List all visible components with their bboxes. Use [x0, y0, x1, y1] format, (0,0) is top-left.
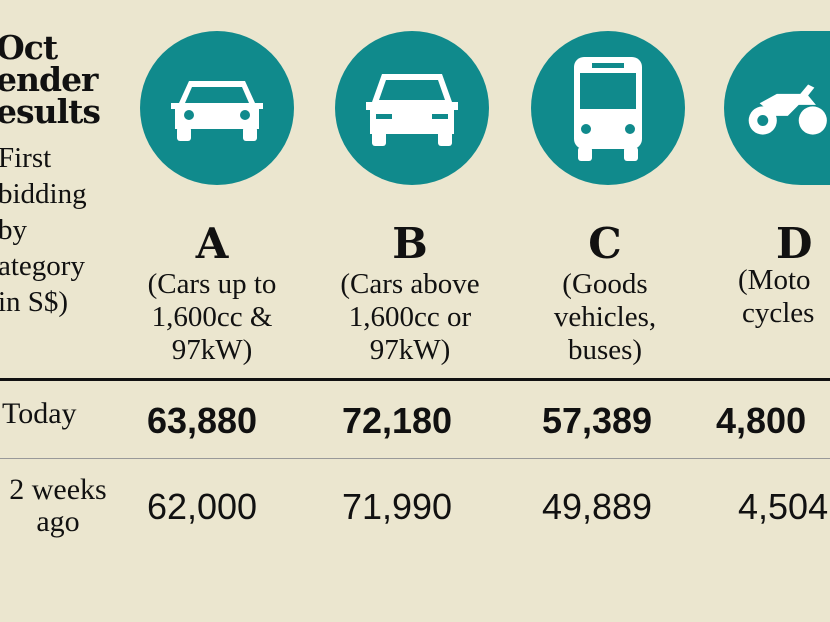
value-today-b: 72,180: [341, 400, 453, 441]
category-a: A (Cars up to 1,600cc & 97kW): [112, 220, 312, 367]
subtitle-line: by: [0, 214, 27, 246]
value-2weeks-c: 49,889: [541, 486, 653, 527]
car-icon: [140, 31, 294, 185]
subtitle-line: ategory: [0, 250, 85, 282]
subtitle-line: bidding: [0, 178, 87, 210]
category-b: B (Cars above 1,600cc or 97kW): [310, 220, 510, 367]
title-line: Oct: [0, 28, 58, 67]
value-today-d: 4,800: [716, 400, 807, 441]
category-desc: buses): [567, 334, 643, 366]
category-desc: (Goods: [562, 268, 648, 300]
row-label-line: 2 weeks: [9, 473, 107, 506]
category-desc: (Cars above: [340, 268, 480, 300]
quad-bike-icon: [724, 31, 830, 185]
suv-icon: [335, 31, 489, 185]
bus-icon: [531, 31, 685, 185]
category-desc: (Moto: [738, 264, 811, 296]
value-2weeks-d: 4,504: [738, 486, 829, 527]
row-label-line: ago: [36, 505, 80, 538]
category-desc: (Cars up to: [147, 268, 277, 300]
category-desc: vehicles,: [553, 301, 657, 333]
header-divider: [0, 378, 830, 381]
category-desc: 97kW): [171, 334, 253, 366]
category-letter: C: [588, 219, 622, 268]
category-desc: 1,600cc or: [348, 301, 472, 333]
category-desc: 97kW): [369, 334, 451, 366]
subtitle-line: First: [0, 142, 52, 174]
subtitle-line: in S$): [0, 286, 69, 318]
category-letter: D: [776, 219, 813, 268]
category-letter: A: [195, 219, 229, 268]
row-label-2-weeks-ago: 2 weeks ago: [0, 474, 126, 538]
row-label-today: Today: [2, 397, 77, 430]
value-2weeks-a: 62,000: [146, 486, 258, 527]
category-letter: B: [392, 219, 428, 268]
subtitle: First bidding by ategory in S$): [0, 140, 87, 320]
category-d: D (Moto cycles: [730, 220, 830, 330]
value-today-c: 57,389: [541, 400, 653, 441]
title-line: esults: [0, 92, 101, 131]
value-today-a: 63,880: [146, 400, 258, 441]
title: Oct ender esults: [0, 28, 101, 131]
category-c: C (Goods vehicles, buses): [505, 220, 705, 367]
title-line: ender: [0, 60, 98, 99]
category-desc: cycles: [742, 297, 815, 329]
category-desc: 1,600cc &: [151, 301, 273, 333]
value-2weeks-b: 71,990: [341, 486, 453, 527]
row-divider: [0, 458, 830, 459]
